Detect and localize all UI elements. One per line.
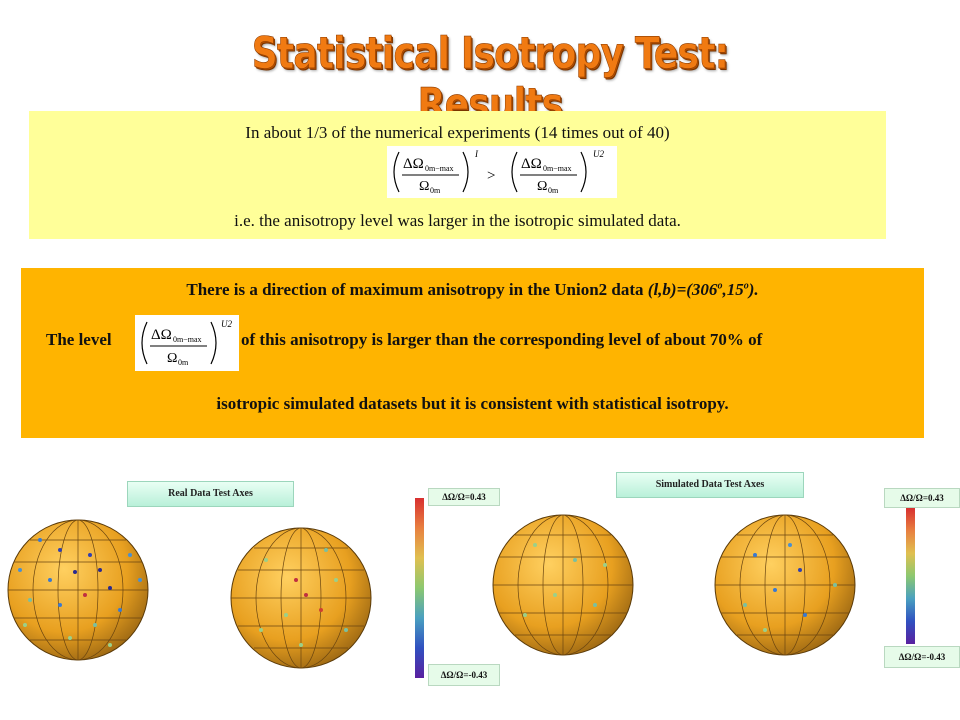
slide-title: Statistical Isotropy Test: Results (251, 28, 730, 131)
svg-text:U2: U2 (221, 319, 232, 329)
svg-text:0m: 0m (548, 186, 559, 195)
direction-coords-a: (l,b)=(306 (647, 280, 718, 299)
consistency-text: isotropic simulated datasets but it is c… (216, 394, 729, 413)
svg-text:U2: U2 (593, 149, 604, 159)
real-globe-2 (230, 527, 372, 669)
colorbar-left-max-label: ΔΩ/Ω=0.43 (428, 488, 500, 506)
level-text-start: The level (46, 330, 112, 349)
svg-text:0m−max: 0m−max (425, 164, 454, 173)
svg-text:0m−max: 0m−max (173, 335, 202, 344)
comparison-formula-graphic: ΔΩ 0m−max Ω 0m I > ΔΩ 0m−max Ω 0m U2 (393, 149, 604, 195)
degree-mark-2: o (743, 280, 749, 292)
direction-text: There is a direction of maximum anisotro… (21, 280, 924, 300)
comparison-formula: ΔΩ 0m−max Ω 0m I > ΔΩ 0m−max Ω 0m U2 (387, 146, 617, 198)
simulated-globe-1 (492, 514, 634, 656)
real-globe-1 (7, 519, 149, 661)
svg-text:Ω: Ω (537, 179, 547, 194)
simulated-data-label: Simulated Data Test Axes (616, 472, 804, 498)
direction-coords-c: ). (748, 280, 759, 299)
svg-text:I: I (474, 149, 479, 159)
colorbar-left-min-label: ΔΩ/Ω=-0.43 (428, 664, 500, 686)
svg-text:0m: 0m (430, 186, 441, 195)
level-formula: ΔΩ 0m−max Ω 0m U2 (135, 315, 239, 371)
svg-text:ΔΩ: ΔΩ (151, 327, 172, 343)
svg-text:ΔΩ: ΔΩ (521, 156, 542, 172)
colorbar-right-min-label: ΔΩ/Ω=-0.43 (884, 646, 960, 668)
real-data-label: Real Data Test Axes (127, 481, 294, 507)
direction-text-main: There is a direction of maximum anisotro… (186, 280, 648, 299)
degree-mark-1: o (717, 280, 723, 292)
experiments-text: In about 1/3 of the numerical experiment… (245, 123, 670, 142)
level-formula-graphic: ΔΩ 0m−max Ω 0m U2 (141, 319, 232, 367)
simulated-globe-2 (714, 514, 856, 656)
level-text-end: of this anisotropy is larger than the co… (241, 330, 763, 349)
anisotropy-text: i.e. the anisotropy level was larger in … (234, 211, 681, 230)
colorbar-right-max-label: ΔΩ/Ω=0.43 (884, 488, 960, 508)
colorbar-left (415, 498, 424, 678)
svg-text:>: > (487, 168, 495, 184)
svg-text:0m: 0m (178, 358, 189, 367)
colorbar-right (906, 508, 915, 644)
result-box-experiments: In about 1/3 of the numerical experiment… (29, 111, 886, 239)
svg-text:0m−max: 0m−max (543, 164, 572, 173)
direction-coords-b: ,15 (722, 280, 744, 299)
svg-text:Ω: Ω (419, 179, 429, 194)
svg-text:ΔΩ: ΔΩ (403, 156, 424, 172)
svg-text:Ω: Ω (167, 351, 177, 366)
